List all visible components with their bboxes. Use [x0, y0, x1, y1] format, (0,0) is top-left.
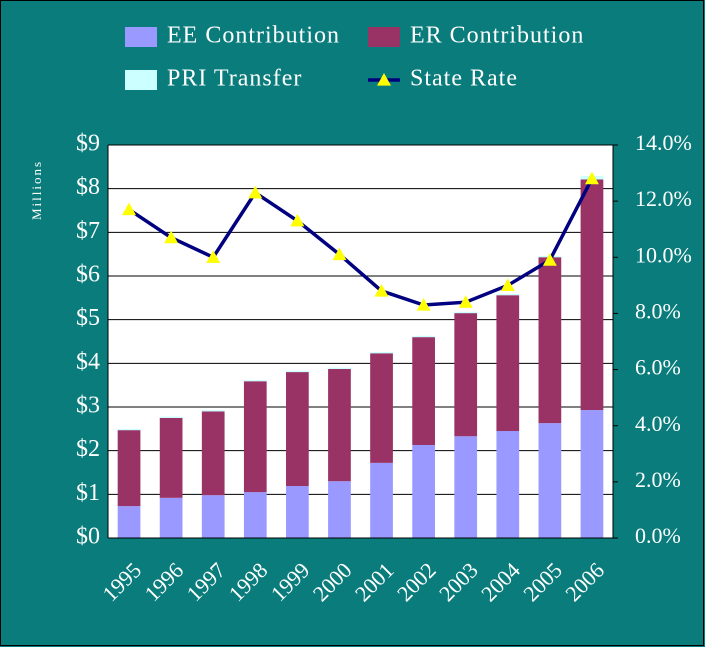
- y2-tick-label: 6.0%: [635, 355, 681, 380]
- legend-swatch: [125, 70, 157, 90]
- bar-segment: [243, 492, 267, 538]
- y-tick-label: $7: [76, 218, 100, 244]
- line-marker: [416, 298, 431, 311]
- y-tick-label: $2: [76, 436, 100, 462]
- legend-label: EE Contribution: [167, 23, 340, 49]
- bar-segment: [412, 337, 435, 445]
- bar-segment: [538, 257, 562, 424]
- line-marker: [248, 185, 263, 199]
- legend-swatch: [368, 27, 400, 47]
- line-marker: [500, 278, 515, 291]
- bar-segment: [580, 179, 604, 411]
- bar-segment: [201, 410, 225, 412]
- legend-swatch: [125, 27, 157, 47]
- legend-marker: [377, 73, 391, 86]
- line-marker: [458, 295, 473, 308]
- bar-segment: [201, 411, 225, 496]
- bar-segment: [159, 416, 183, 418]
- bar-segment: [243, 379, 267, 382]
- bar-segment: [328, 481, 351, 538]
- bar-segment: [117, 430, 141, 507]
- bar-segment: [243, 381, 267, 493]
- bar-segment: [538, 423, 562, 538]
- bar-segment: [370, 353, 393, 463]
- bar-segment: [328, 369, 351, 482]
- y-tick-label: $1: [76, 480, 100, 506]
- bar-segment: [201, 495, 225, 538]
- bar-segment: [496, 295, 520, 432]
- bar-segment: [454, 313, 478, 437]
- bar-segment: [286, 370, 309, 373]
- y-tick-label: $3: [76, 393, 100, 419]
- bar-segment: [159, 417, 183, 498]
- y-axis-label: Millions: [29, 160, 44, 220]
- bar-segment: [454, 311, 478, 314]
- legend-label: State Rate: [410, 66, 518, 92]
- bar-segment: [370, 351, 393, 354]
- bar-segment: [580, 410, 604, 538]
- line-marker: [206, 250, 221, 263]
- legend-label: ER Contribution: [410, 23, 584, 49]
- bar-segment: [328, 367, 351, 370]
- line-marker: [542, 253, 557, 266]
- legend-label: PRI Transfer: [167, 66, 302, 92]
- line-marker: [164, 230, 179, 244]
- y2-tick-label: 8.0%: [635, 298, 681, 323]
- bar-segment: [496, 293, 520, 296]
- line-marker: [290, 213, 305, 227]
- y2-tick-label: 4.0%: [635, 411, 681, 436]
- bar-segment: [117, 428, 141, 431]
- y-tick-label: $5: [76, 305, 100, 331]
- line-marker: [122, 202, 137, 216]
- y-tick-label: $9: [76, 131, 100, 157]
- bar-segment: [117, 506, 141, 538]
- y2-tick-label: 10.0%: [635, 242, 692, 267]
- y2-tick-label: 2.0%: [635, 467, 681, 492]
- y-tick-label: $0: [76, 524, 100, 550]
- bar-segment: [412, 335, 435, 338]
- line-marker: [584, 171, 599, 185]
- y-tick-label: $4: [76, 349, 100, 375]
- y2-tick-label: 12.0%: [635, 186, 692, 211]
- y2-tick-label: 0.0%: [635, 523, 681, 548]
- line-marker: [332, 247, 347, 261]
- line-marker: [374, 283, 389, 297]
- bar-segment: [496, 431, 520, 538]
- y-tick-label: $8: [76, 174, 100, 200]
- bar-segment: [454, 436, 478, 538]
- y2-tick-label: 14.0%: [635, 130, 692, 155]
- bar-segment: [286, 372, 309, 487]
- bar-segment: [286, 486, 309, 538]
- bar-segment: [159, 497, 183, 538]
- plot-area: [108, 145, 613, 538]
- bar-segment: [370, 462, 393, 538]
- y-tick-label: $6: [76, 262, 100, 288]
- line: [128, 177, 594, 307]
- bar-segment: [412, 444, 435, 538]
